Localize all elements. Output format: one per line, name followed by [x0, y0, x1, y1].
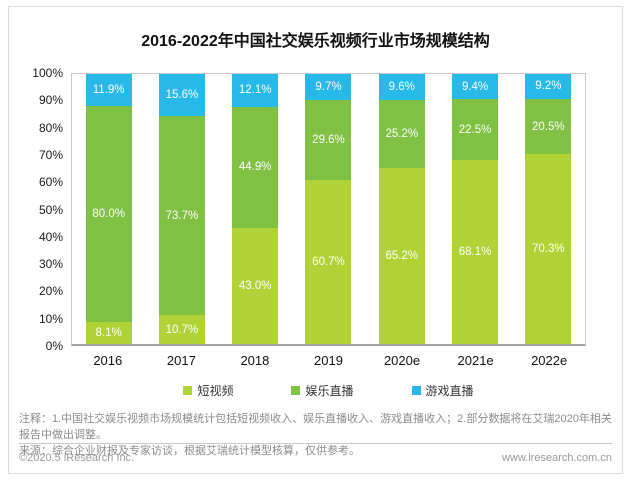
bar-value-label: 70.3%	[532, 243, 565, 256]
bar-value-label: 80.0%	[92, 208, 125, 221]
bar-value-label: 43.0%	[238, 279, 272, 292]
bar-value-label: 73.7%	[165, 209, 199, 222]
y-axis-tick: 0%	[45, 339, 63, 353]
stacked-bar-2019: 60.7% 29.6% 9.7%	[305, 74, 352, 344]
bar-value-label: 8.1%	[95, 327, 122, 340]
bar-segment: 22.5%	[452, 99, 499, 161]
stacked-bar-2020e: 65.2% 25.2% 9.6%	[378, 74, 425, 344]
x-axis-label: 2022e	[531, 353, 568, 368]
x-axis-label: 2019	[314, 353, 343, 368]
bar-segment: 65.2%	[378, 167, 425, 344]
footer-copyright: ©2020.5 iResearch Inc.	[19, 452, 135, 464]
y-axis-tick: 30%	[38, 257, 63, 272]
chart-notes: 注释：1.中国社交娱乐视频市场规模统计包括短视频收入、娱乐直播收入、游戏直播收入…	[19, 411, 612, 459]
x-axis-label: 2016	[93, 353, 123, 368]
x-axis-label: 2020e	[383, 353, 421, 368]
bar-segment: 8.1%	[85, 322, 132, 344]
legend-swatch-icon	[183, 386, 193, 395]
x-axis: 2016 2017 2018 2019 2020e 2021e 2022e	[71, 353, 586, 368]
legend-item: 游戏直播	[411, 382, 474, 399]
y-axis-tick: 20%	[38, 284, 63, 299]
plot-area: 8.1% 80.0% 11.9% 10.7% 73.7% 15.6% 43.0% 44.9% 1…	[71, 73, 586, 346]
bar-value-label: 44.9%	[238, 161, 272, 174]
bar-segment: 73.7%	[158, 116, 205, 316]
bar-segment: 9.7%	[305, 74, 352, 101]
stacked-bar-2021e: 68.1% 22.5% 9.4%	[452, 74, 499, 344]
stacked-bar-2022e: 70.3% 20.5% 9.2%	[525, 74, 572, 344]
bar-segment: 43.0%	[232, 227, 279, 344]
plot-column: 8.1% 80.0% 11.9% 10.7% 73.7% 15.6% 43.0% 44.9% 1…	[71, 73, 586, 399]
bar-segment: 9.6%	[378, 74, 425, 100]
chart-title: 2016-2022年中国社交娱乐视频行业市场规模结构	[141, 33, 490, 50]
legend-label: 短视频	[197, 384, 234, 398]
bar-segment: 12.1%	[232, 74, 279, 107]
footer-website: www.iresearch.com.cn	[501, 452, 612, 464]
legend-swatch-icon	[291, 386, 301, 395]
bar-value-label: 9.6%	[388, 80, 415, 93]
bar-segment: 11.9%	[85, 74, 132, 107]
y-axis-tick: 60%	[38, 175, 63, 190]
bar-value-label: 9.7%	[315, 81, 342, 94]
bar-value-label: 11.9%	[92, 84, 125, 97]
bar-segment: 68.1%	[452, 160, 499, 344]
bar-value-label: 20.5%	[532, 120, 565, 133]
legend-item: 短视频	[183, 382, 233, 399]
bar-segment: 9.4%	[452, 74, 499, 100]
bar-value-label: 12.1%	[238, 84, 272, 97]
bar-value-label: 15.6%	[165, 89, 199, 102]
y-axis-tick: 40%	[38, 229, 63, 244]
bar-segment: 9.2%	[525, 74, 572, 99]
stacked-bar-2017: 10.7% 73.7% 15.6%	[158, 74, 205, 344]
y-axis-tick: 90%	[38, 93, 63, 108]
y-axis-tick: 70%	[38, 147, 63, 162]
x-axis-label: 2018	[240, 353, 270, 368]
bar-value-label: 9.4%	[461, 80, 489, 93]
x-axis-label: 2021e	[457, 353, 494, 368]
note-line-1: 注释：1.中国社交娱乐视频市场规模统计包括短视频收入、娱乐直播收入、游戏直播收入…	[19, 413, 612, 441]
footer-divider	[19, 443, 612, 444]
legend-label: 游戏直播	[425, 384, 474, 398]
report-card: 2016-2022年中国社交娱乐视频行业市场规模结构 100% 90% 80% 70%…	[8, 6, 623, 474]
legend-swatch-icon	[411, 386, 421, 395]
bar-value-label: 65.2%	[385, 249, 419, 262]
bar-segment: 70.3%	[525, 154, 572, 344]
bar-value-label: 9.2%	[535, 80, 562, 93]
chart: 100% 90% 80% 70% 60% 50% 40% 30% 20% 10% 0% 8.1% 80…	[11, 66, 586, 399]
x-axis-label: 2017	[166, 353, 196, 368]
y-axis-tick: 100%	[32, 66, 63, 80]
bar-segment: 60.7%	[305, 180, 352, 344]
bar-value-label: 60.7%	[312, 256, 345, 269]
footer: ©2020.5 iResearch Inc. www.iresearch.com…	[19, 443, 612, 464]
legend-label: 娱乐直播	[305, 384, 354, 398]
bar-segment: 25.2%	[378, 99, 425, 168]
note-line-2: 来源：综合企业财报及专家访谈，根据艾瑞统计模型核算，仅供参考。	[19, 445, 360, 457]
bar-segment: 29.6%	[305, 100, 352, 181]
y-axis-tick: 10%	[38, 311, 63, 326]
y-axis-tick: 50%	[38, 202, 63, 217]
y-axis: 100% 90% 80% 70% 60% 50% 40% 30% 20% 10% 0%	[11, 66, 71, 353]
legend-item: 娱乐直播	[291, 382, 354, 399]
bar-segment: 44.9%	[232, 106, 279, 228]
bar-value-label: 25.2%	[385, 127, 419, 140]
bar-segment: 15.6%	[158, 74, 205, 117]
stacked-bar-2016: 8.1% 80.0% 11.9%	[85, 74, 132, 344]
bar-value-label: 29.6%	[312, 134, 345, 147]
bar-segment: 20.5%	[525, 98, 572, 155]
bar-value-label: 10.7%	[165, 323, 199, 336]
stacked-bar-2018: 43.0% 44.9% 12.1%	[232, 74, 279, 344]
legend: 短视频 娱乐直播 游戏直播	[71, 382, 586, 399]
bar-value-label: 22.5%	[458, 123, 492, 136]
y-axis-tick: 80%	[38, 120, 63, 135]
bar-segment: 80.0%	[85, 106, 132, 323]
bar-value-label: 68.1%	[458, 246, 492, 259]
bar-segment: 10.7%	[158, 315, 205, 344]
